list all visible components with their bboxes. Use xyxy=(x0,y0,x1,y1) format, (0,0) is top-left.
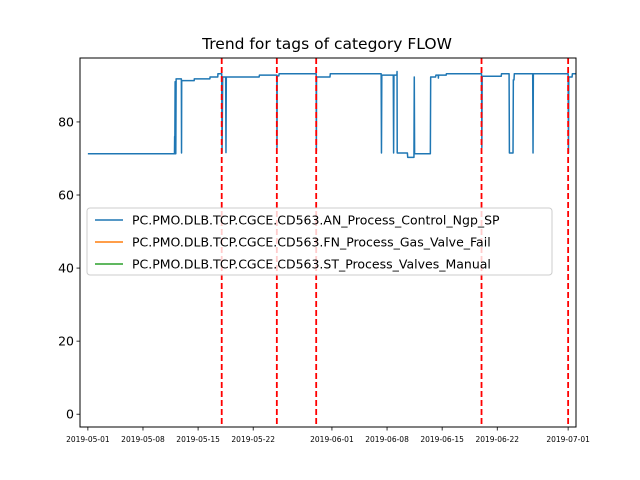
x-tick-label-4: 2019-06-01 xyxy=(310,435,354,444)
x-tick-label-2: 2019-05-15 xyxy=(176,435,220,444)
x-tick-label-1: 2019-05-08 xyxy=(121,435,165,444)
plot-frame xyxy=(79,57,577,428)
chart-title: Trend for tags of category FLOW xyxy=(201,35,452,53)
legend-box xyxy=(86,207,553,276)
legend-label-0: PC.PMO.DLB.TCP.CGCE.CD563.AN_Process_Con… xyxy=(132,213,500,228)
y-tick-label-1: 20 xyxy=(58,334,74,349)
legend-label-1: PC.PMO.DLB.TCP.CGCE.CD563.FN_Process_Gas… xyxy=(132,235,491,250)
x-tick-label-0: 2019-05-01 xyxy=(66,435,110,444)
x-tick-label-8: 2019-07-01 xyxy=(546,435,590,444)
x-tick-label-5: 2019-06-08 xyxy=(365,435,409,444)
series-layer xyxy=(87,70,576,159)
x-tick-label-7: 2019-06-22 xyxy=(475,435,519,444)
y-tick-label-0: 0 xyxy=(66,407,74,422)
y-tick-label-4: 80 xyxy=(58,114,74,129)
legend: PC.PMO.DLB.TCP.CGCE.CD563.AN_Process_Con… xyxy=(86,207,553,276)
series-line-0 xyxy=(87,70,576,159)
y-tick-label-2: 40 xyxy=(58,261,74,276)
y-axis: 0 20 40 60 80 xyxy=(58,114,80,422)
legend-label-2: PC.PMO.DLB.TCP.CGCE.CD563.ST_Process_Val… xyxy=(132,257,491,272)
x-axis: 2019-05-01 2019-05-08 2019-05-15 2019-05-22… xyxy=(66,427,590,444)
y-tick-label-3: 60 xyxy=(58,188,74,203)
x-tick-label-3: 2019-05-22 xyxy=(231,435,275,444)
x-tick-label-6: 2019-06-15 xyxy=(420,435,464,444)
